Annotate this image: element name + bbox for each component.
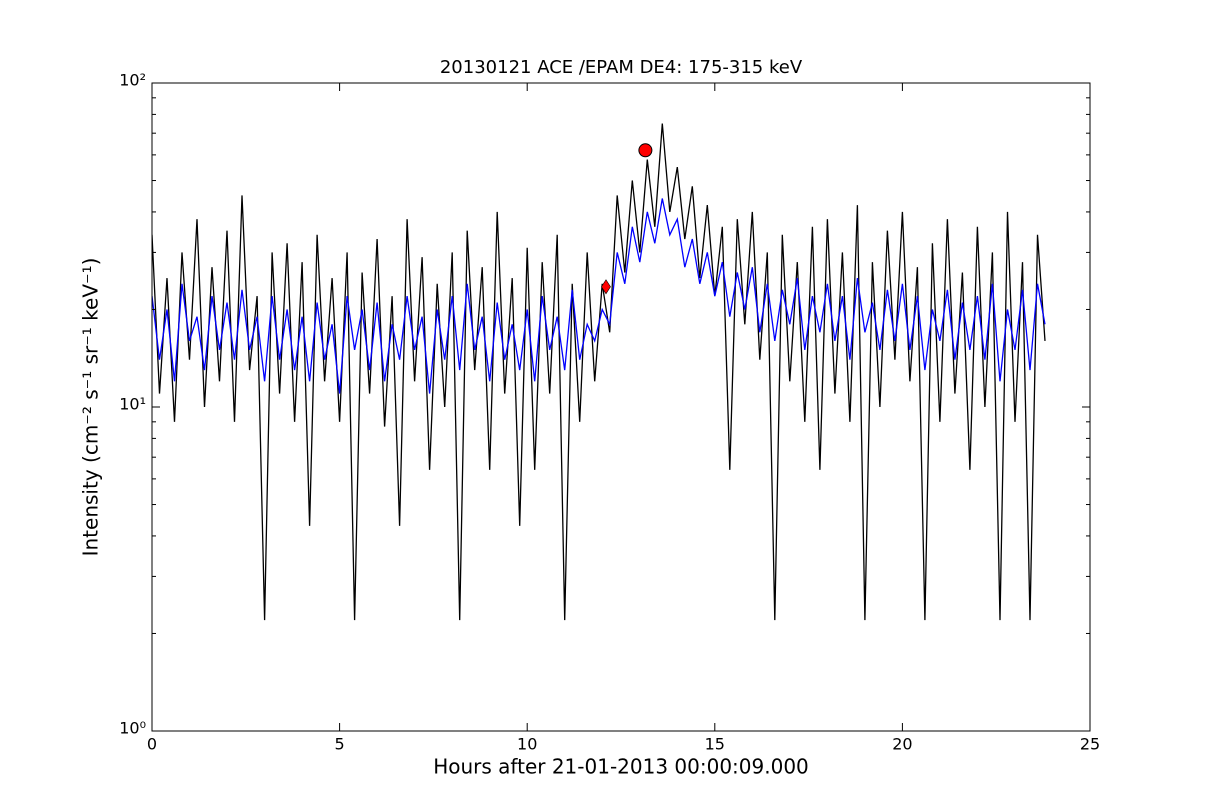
y-axis-label: Intensity (cm⁻² s⁻¹ sr⁻¹ keV⁻¹): [79, 258, 103, 557]
x-tick-label: 20: [892, 735, 912, 754]
y-tick-label: 10⁰: [119, 719, 146, 738]
x-tick-label: 15: [705, 735, 725, 754]
x-tick-label: 5: [335, 735, 345, 754]
chart-title: 20130121 ACE /EPAM DE4: 175-315 keV: [440, 57, 803, 78]
marker: [638, 143, 653, 158]
x-axis-label: Hours after 21-01-2013 00:00:09.000: [433, 755, 809, 779]
y-tick-label: 10²: [119, 71, 146, 90]
x-tick-label: 0: [147, 735, 157, 754]
x-tick-label: 10: [517, 735, 537, 754]
marker: [601, 279, 611, 295]
data-line: [152, 198, 1046, 394]
x-tick-label: 25: [1080, 735, 1100, 754]
y-tick-label: 10¹: [119, 395, 146, 414]
